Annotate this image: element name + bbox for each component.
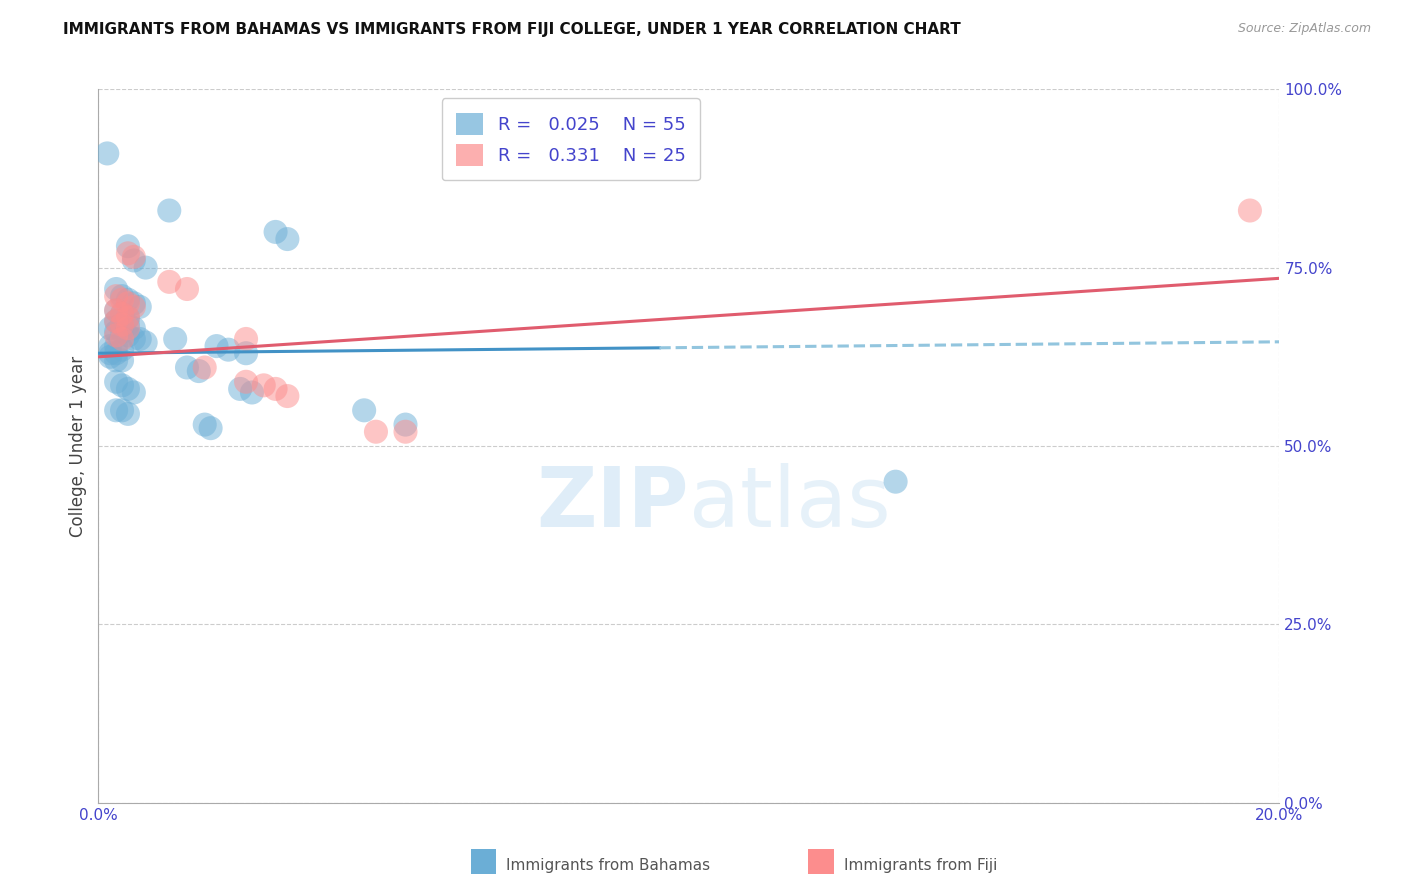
Point	[176, 282, 198, 296]
Point	[111, 307, 134, 321]
Point	[117, 328, 139, 343]
Point	[111, 378, 134, 392]
Point	[200, 421, 222, 435]
Point	[135, 335, 157, 350]
Point	[111, 353, 134, 368]
Point	[157, 275, 180, 289]
Point	[111, 332, 134, 346]
Point	[111, 325, 134, 339]
Text: Immigrants from Fiji: Immigrants from Fiji	[844, 858, 997, 872]
Point	[105, 314, 128, 328]
Point	[111, 307, 134, 321]
Point	[105, 325, 128, 339]
Point	[111, 318, 134, 332]
Point	[111, 343, 134, 357]
Point	[229, 382, 252, 396]
Point	[235, 332, 257, 346]
Point	[105, 303, 128, 318]
Point	[117, 293, 139, 307]
Point	[276, 232, 298, 246]
Point	[117, 321, 139, 335]
Point	[122, 321, 145, 335]
Point	[240, 385, 263, 400]
Point	[157, 203, 180, 218]
Point	[1239, 203, 1261, 218]
Legend: R =   0.025    N = 55, R =   0.331    N = 25: R = 0.025 N = 55, R = 0.331 N = 25	[441, 98, 700, 180]
Point	[135, 260, 157, 275]
Point	[117, 246, 139, 260]
Point	[111, 293, 134, 307]
Point	[98, 346, 121, 360]
Point	[105, 282, 128, 296]
Y-axis label: College, Under 1 year: College, Under 1 year	[69, 355, 87, 537]
Point	[117, 310, 139, 325]
Point	[394, 417, 416, 432]
Point	[884, 475, 907, 489]
Point	[105, 403, 128, 417]
Point	[111, 289, 134, 303]
Point	[128, 300, 150, 314]
Point	[122, 332, 145, 346]
Point	[353, 403, 375, 417]
Point	[117, 318, 139, 332]
Point	[105, 339, 128, 353]
Point	[111, 403, 134, 417]
Point	[235, 375, 257, 389]
Point	[105, 375, 128, 389]
Point	[264, 225, 287, 239]
Point	[122, 253, 145, 268]
Text: atlas: atlas	[689, 463, 890, 543]
Point	[105, 314, 128, 328]
Point	[235, 346, 257, 360]
Point	[165, 332, 187, 346]
Point	[276, 389, 298, 403]
Point	[394, 425, 416, 439]
Point	[205, 339, 228, 353]
Point	[501, 146, 523, 161]
Point	[117, 407, 139, 421]
Point	[105, 346, 128, 360]
Point	[194, 360, 217, 375]
Point	[111, 318, 134, 332]
Text: Source: ZipAtlas.com: Source: ZipAtlas.com	[1237, 22, 1371, 36]
Point	[122, 300, 145, 314]
Point	[187, 364, 209, 378]
Point	[105, 353, 128, 368]
Point	[217, 343, 239, 357]
Point	[98, 339, 121, 353]
Point	[98, 321, 121, 335]
Point	[122, 385, 145, 400]
Text: IMMIGRANTS FROM BAHAMAS VS IMMIGRANTS FROM FIJI COLLEGE, UNDER 1 YEAR CORRELATIO: IMMIGRANTS FROM BAHAMAS VS IMMIGRANTS FR…	[63, 22, 962, 37]
Point	[98, 350, 121, 364]
Point	[122, 296, 145, 310]
Point	[176, 360, 198, 375]
Point	[117, 310, 139, 325]
Point	[364, 425, 387, 439]
Point	[264, 382, 287, 396]
Point	[117, 382, 139, 396]
Point	[128, 332, 150, 346]
Point	[194, 417, 217, 432]
Point	[105, 289, 128, 303]
Point	[117, 296, 139, 310]
Point	[122, 250, 145, 264]
Text: ZIP: ZIP	[537, 463, 689, 543]
Point	[253, 378, 276, 392]
Point	[117, 239, 139, 253]
Text: Immigrants from Bahamas: Immigrants from Bahamas	[506, 858, 710, 872]
Point	[96, 146, 118, 161]
Point	[519, 161, 541, 175]
Point	[105, 328, 128, 343]
Point	[105, 303, 128, 318]
